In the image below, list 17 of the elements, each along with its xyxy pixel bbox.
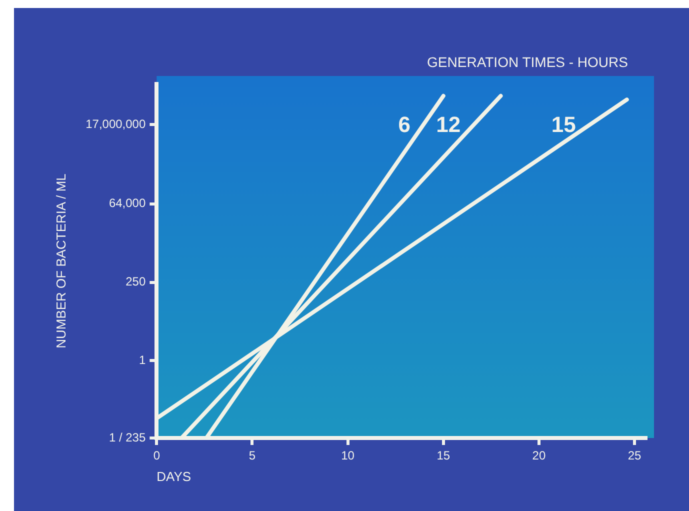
y-tick-label: 1: [138, 352, 146, 367]
x-tick-label: 25: [628, 448, 642, 463]
series-label: 12: [436, 112, 461, 138]
x-tick-label: 15: [436, 448, 450, 463]
x-axis-title: DAYS: [156, 468, 192, 484]
y-axis-title: NUMBER OF BACTERIA / ML: [53, 174, 68, 348]
legend-title: GENERATION TIMES - HOURS: [427, 54, 628, 70]
y-tick-label: 1 / 235: [108, 430, 146, 444]
y-tick-label: 17,000,000: [86, 116, 146, 131]
x-tick-label: 0: [153, 448, 160, 463]
series-label: 6: [398, 112, 410, 138]
x-tick-label: 20: [532, 448, 546, 463]
y-tick-label: 250: [126, 274, 146, 289]
x-tick-label: 5: [248, 448, 256, 463]
x-tick-label: 10: [341, 448, 355, 463]
series-label: 15: [551, 112, 576, 138]
y-tick-label: 64,000: [108, 196, 146, 210]
